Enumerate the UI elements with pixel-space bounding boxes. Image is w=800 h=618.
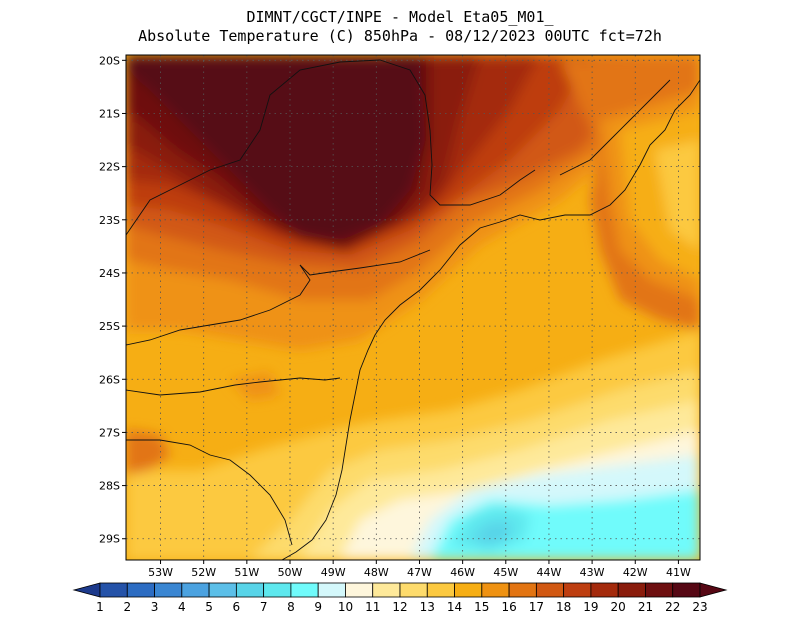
lat-tick-label: 23S xyxy=(99,214,120,227)
colorbar-cell xyxy=(235,582,265,598)
colorbar-cell xyxy=(617,582,646,598)
colorbar-cell xyxy=(99,582,128,598)
colorbar-label: 6 xyxy=(233,600,241,614)
colorbar-label: 7 xyxy=(260,600,268,614)
colorbar-cell xyxy=(181,582,210,598)
lon-tick-label: 49W xyxy=(321,566,346,579)
lat-tick-label: 29S xyxy=(99,533,120,546)
colorbar-cell xyxy=(399,582,428,598)
colorbar-cell xyxy=(481,582,510,598)
lat-tick-label: 27S xyxy=(99,426,120,439)
lon-tick-label: 46W xyxy=(450,566,475,579)
colorbar-cell xyxy=(317,582,346,598)
colorbar-arrow-left xyxy=(72,582,101,598)
temperature-field xyxy=(126,55,700,560)
colorbar-cell xyxy=(426,582,455,598)
colorbar-label: 18 xyxy=(556,600,571,614)
lat-tick-label: 26S xyxy=(99,373,120,386)
lon-tick-label: 48W xyxy=(364,566,389,579)
colorbar-label: 13 xyxy=(420,600,435,614)
grid-lines xyxy=(126,55,700,560)
colorbar-label: 22 xyxy=(665,600,680,614)
lat-tick-label: 28S xyxy=(99,480,120,493)
colorbar-label: 11 xyxy=(365,600,380,614)
lon-tick-label: 51W xyxy=(234,566,259,579)
lon-tick-label: 47W xyxy=(407,566,432,579)
colorbar-label: 2 xyxy=(123,600,131,614)
colorbar-label: 16 xyxy=(501,600,516,614)
coastline-borders xyxy=(126,59,700,560)
lat-tick-label: 20S xyxy=(99,54,120,67)
colorbar-label: 15 xyxy=(474,600,489,614)
lon-tick-label: 45W xyxy=(493,566,518,579)
map-subtitle: Absolute Temperature (C) 850hPa - 08/12/… xyxy=(138,27,662,45)
lon-tick-label: 53W xyxy=(148,566,173,579)
colorbar-cell xyxy=(290,582,319,598)
colorbar-cell xyxy=(590,582,619,598)
colorbar-label: 5 xyxy=(205,600,213,614)
colorbar-label: 8 xyxy=(287,600,295,614)
colorbar-cell xyxy=(208,582,237,598)
colorbar-cell xyxy=(154,582,183,598)
lat-tick-label: 25S xyxy=(99,320,120,333)
colorbar-cell xyxy=(126,582,155,598)
lon-tick-label: 44W xyxy=(537,566,562,579)
lon-tick-label: 43W xyxy=(580,566,605,579)
lon-tick-label: 42W xyxy=(623,566,648,579)
colorbar-label: 17 xyxy=(529,600,544,614)
colorbar-arrow-right xyxy=(699,582,728,598)
lat-tick-label: 22S xyxy=(99,161,120,174)
colorbar-label: 3 xyxy=(151,600,159,614)
colorbar-label: 23 xyxy=(692,600,707,614)
colorbar-cell xyxy=(535,582,565,598)
lat-tick-label: 21S xyxy=(99,107,120,120)
colorbar-cell xyxy=(672,582,701,598)
colorbar-cell xyxy=(508,582,537,598)
colorbar-label: 20 xyxy=(611,600,626,614)
lon-tick-label: 52W xyxy=(191,566,216,579)
colorbar-label: 1 xyxy=(96,600,104,614)
colorbar: 1 2 3 4 5 6 7 8 9 10 11 12 13 14 15 16 17 18 19 20 21 22 23 xyxy=(72,582,728,614)
colorbar-cell xyxy=(345,582,374,598)
colorbar-cell xyxy=(372,582,401,598)
lon-tick-label: 50W xyxy=(278,566,303,579)
map-title: DIMNT/CGCT/INPE - Model Eta05_M01_ xyxy=(246,8,554,26)
map-frame xyxy=(125,54,701,561)
colorbar-label: 4 xyxy=(178,600,186,614)
lat-tick-label: 24S xyxy=(99,267,120,280)
colorbar-label: 21 xyxy=(638,600,653,614)
colorbar-label: 14 xyxy=(447,600,462,614)
lon-tick-label: 41W xyxy=(666,566,691,579)
colorbar-cell xyxy=(563,582,592,598)
colorbar-cell xyxy=(263,582,292,598)
colorbar-label: 12 xyxy=(392,600,407,614)
colorbar-label: 10 xyxy=(338,600,353,614)
axis-ticks: 20S 21S 22S 23S 24S 25S 26S 27S 28S 29S 53W 52W 51W 5… xyxy=(99,54,691,579)
colorbar-label: 19 xyxy=(583,600,598,614)
colorbar-cell xyxy=(454,582,483,598)
colorbar-cell xyxy=(645,582,674,598)
colorbar-label: 9 xyxy=(314,600,322,614)
